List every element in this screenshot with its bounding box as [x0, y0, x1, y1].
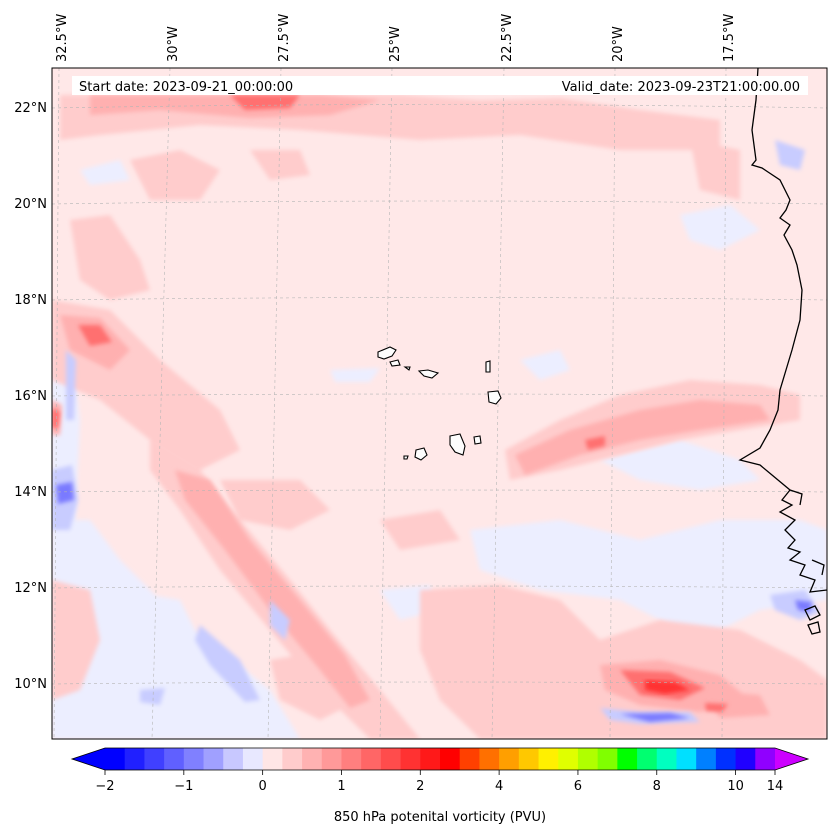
valid-date-label: Valid_date: 2023-09-23T21:00:00.00 — [562, 80, 800, 95]
colorbar-segment — [735, 748, 756, 770]
colorbar-segment — [538, 748, 559, 770]
info-bar — [72, 76, 808, 95]
colorbar-segment — [499, 748, 520, 770]
lat-label: 18°N — [14, 293, 47, 308]
colorbar-ticks: −2 −1 0 1 2 4 6 8 10 14 — [95, 770, 783, 794]
colorbar-segment — [420, 748, 441, 770]
pv-field — [52, 68, 827, 739]
lon-label: 25°W — [388, 26, 403, 62]
colorbar-tick-label: 1 — [337, 779, 345, 794]
colorbar-segment — [715, 748, 737, 770]
colorbar-segment — [380, 748, 402, 770]
colorbar-tick-label: 14 — [767, 779, 784, 794]
colorbar-tick-label: 8 — [653, 779, 661, 794]
lat-label: 12°N — [14, 581, 47, 596]
lat-label: 10°N — [14, 677, 47, 692]
colorbar-segment — [479, 748, 500, 770]
colorbar-tick-label: −1 — [174, 779, 193, 794]
graticule — [52, 68, 827, 739]
colorbar-segment — [558, 748, 579, 770]
colorbar-tick-label: −2 — [95, 779, 114, 794]
colorbar-segment — [223, 748, 244, 770]
lat-label: 22°N — [14, 101, 47, 116]
colorbar-segment — [164, 748, 185, 770]
lon-label: 20°W — [611, 26, 626, 62]
colorbar-segment — [361, 748, 382, 770]
colorbar-segment — [518, 748, 540, 770]
colorbar-segment — [282, 748, 303, 770]
lon-label: 32.5°W — [55, 14, 70, 62]
colorbar-segment — [124, 748, 146, 770]
lat-label: 16°N — [14, 389, 47, 404]
colorbar-segment — [617, 748, 638, 770]
colorbar-segment — [302, 748, 323, 770]
colorbar-title: 850 hPa potenital vorticity (PVU) — [334, 810, 546, 825]
colorbar-segment — [203, 748, 224, 770]
colorbar-tick-label: 4 — [495, 779, 503, 794]
colorbar-segment — [755, 748, 776, 770]
colorbar-tick-label: 0 — [259, 779, 267, 794]
colorbar-segment — [400, 748, 421, 770]
lon-label: 22.5°W — [500, 14, 515, 62]
colorbar-segment — [105, 748, 126, 770]
lat-label: 20°N — [14, 197, 47, 212]
lon-label: 27.5°W — [277, 14, 292, 62]
colorbar-tick-label: 10 — [727, 779, 744, 794]
lon-label: 30°W — [166, 26, 181, 62]
colorbar-extend-high — [775, 748, 808, 770]
start-date-label: Start date: 2023-09-21_00:00:00 — [79, 80, 293, 95]
colorbar-segments — [105, 748, 776, 770]
colorbar-segment — [144, 748, 165, 770]
colorbar-segment — [341, 748, 362, 770]
colorbar-segment — [577, 748, 599, 770]
colorbar-extend-low — [72, 748, 105, 770]
cabo-verde-islands — [377, 346, 502, 461]
colorbar-segment — [597, 748, 618, 770]
colorbar-segment — [440, 748, 461, 770]
pv-strong-negative — [56, 482, 812, 722]
colorbar-segment — [242, 748, 264, 770]
colorbar-segment — [696, 748, 717, 770]
colorbar-tick-label: 6 — [574, 779, 582, 794]
pv-peak-positive — [645, 680, 690, 694]
longitude-labels: 32.5°W 30°W 27.5°W 25°W 22.5°W 20°W 17.5… — [55, 14, 737, 62]
map-frame — [51, 67, 828, 740]
colorbar-segment — [656, 748, 678, 770]
latitude-labels: 22°N 20°N 18°N 16°N 14°N 12°N 10°N — [14, 101, 47, 692]
colorbar-segment — [637, 748, 658, 770]
african-coastline — [738, 68, 827, 635]
colorbar-segment — [183, 748, 205, 770]
colorbar-segment — [321, 748, 343, 770]
colorbar-segment — [676, 748, 697, 770]
lon-label: 17.5°W — [722, 14, 737, 62]
colorbar-segment — [459, 748, 481, 770]
colorbar-tick-label: 2 — [416, 779, 424, 794]
colorbar-segment — [262, 748, 283, 770]
colorbar: −2 −1 0 1 2 4 6 8 10 14 850 hPa potenital vortici… — [70, 747, 810, 825]
lat-label: 14°N — [14, 485, 47, 500]
